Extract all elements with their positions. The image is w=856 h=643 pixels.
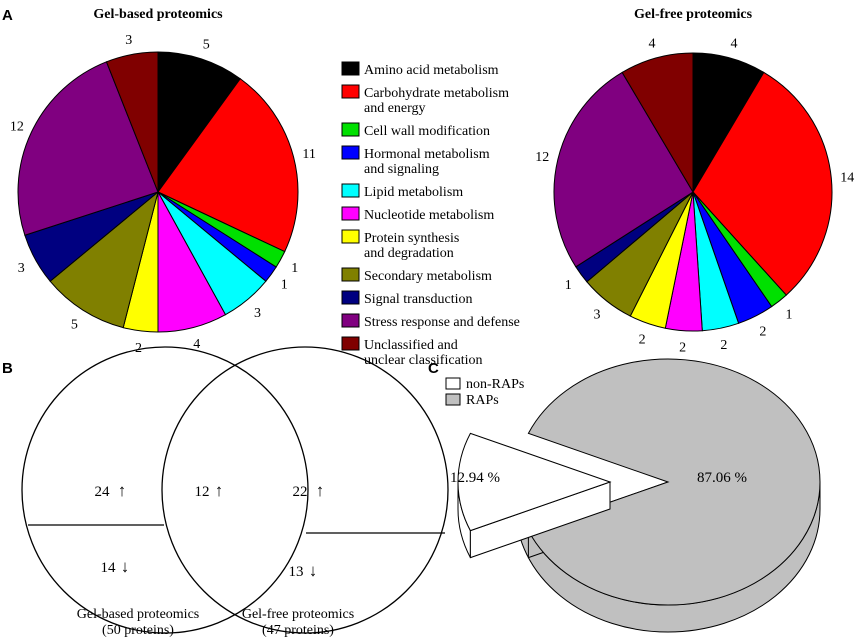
venn-left-up-count: 24 (95, 484, 111, 500)
pie2-label-5: 2 (679, 341, 686, 356)
legend-label-non-raps: non-RAPs (466, 377, 524, 392)
legend-label-5: Nucleotide metabolism (364, 208, 494, 223)
non-raps-slice (457, 432, 612, 532)
legend-swatch-6 (341, 229, 360, 244)
pie2-label-9: 12 (535, 150, 549, 165)
legend-swatch-1 (341, 84, 360, 99)
non-raps-percent: 12.94 % (450, 470, 500, 486)
venn-overlap-up-count: 12 (195, 484, 210, 500)
pie2-slice-9 (553, 71, 694, 268)
pie2-label-8: 1 (565, 278, 572, 293)
legend-label-6-line2: and degradation (364, 246, 454, 261)
legend-swatch-9 (341, 313, 360, 328)
pie1-label-7: 5 (71, 318, 78, 333)
legend-label-3-line2: and signaling (364, 162, 439, 177)
pie1-slice-0 (157, 51, 241, 194)
pie1-label-8: 3 (18, 261, 25, 276)
panel-label-b: B (2, 360, 13, 377)
venn-right-count-label: (47 proteins) (262, 623, 334, 638)
legend-label-10: Unclassified and (364, 338, 458, 353)
pie1-label-10: 3 (125, 33, 132, 48)
pie2-label-7: 3 (593, 308, 600, 323)
legend-swatch-7 (341, 267, 360, 282)
pie1-title: Gel-based proteomics (93, 7, 223, 22)
venn-diagram: 24 ↑ 12 ↑ 22 ↑ 14 ↓ 13 ↓ Gel-based prote… (21, 346, 449, 638)
legend-swatch-3 (341, 145, 360, 160)
pie2-label-10: 4 (649, 37, 656, 52)
legend-label-raps: RAPs (466, 393, 499, 408)
pie1-label-0: 5 (203, 38, 210, 53)
venn-circle-gel-based (21, 346, 309, 634)
venn-right-down-count: 13 (289, 564, 304, 580)
legend-label-1: Carbohydrate metabolism (364, 86, 509, 101)
legend-label-10-line2: unclear classification (364, 353, 483, 368)
pie2-label-6: 2 (639, 332, 646, 347)
pie1-slice-7 (49, 190, 159, 329)
legend-label-6: Protein synthesis (364, 231, 459, 246)
pie2-label-0: 4 (730, 37, 737, 52)
legend-swatch-10 (341, 336, 360, 351)
pie2-slice-1 (692, 71, 833, 296)
panel-label-c: C (428, 360, 439, 377)
legend-label-0: Amino acid metabolism (364, 63, 499, 78)
legend-label-4: Lipid metabolism (364, 185, 463, 200)
pie1-slice-10 (105, 51, 159, 193)
raps-slice (527, 358, 821, 606)
legend-label-1-line2: and energy (364, 101, 426, 116)
legend-label-8: Signal transduction (364, 292, 473, 307)
raps-percent: 87.06 % (697, 470, 747, 486)
legend-label-2: Cell wall modification (364, 124, 490, 139)
venn-circle-gel-free (161, 346, 449, 634)
pie1-label-3: 1 (281, 278, 288, 293)
venn-left-down-arrow: ↓ (121, 557, 130, 576)
venn-right-down-arrow: ↓ (309, 561, 318, 580)
pie1-slice-9 (17, 61, 159, 236)
legend-label-3: Hormonal metabolism (364, 147, 490, 162)
venn-right-name: Gel-free proteomics (242, 607, 354, 622)
legend-label-9: Stress response and defense (364, 315, 520, 330)
venn-left-count-label: (50 proteins) (102, 623, 174, 638)
pie2-label-4: 2 (720, 338, 727, 353)
venn-right-up-arrow: ↑ (316, 481, 325, 500)
venn-left-down-count: 14 (101, 560, 117, 576)
venn-right-up-count: 22 (293, 484, 308, 500)
panel-label-a: A (2, 7, 13, 24)
legend-raps: non-RAPs RAPs (445, 377, 524, 408)
pie1-label-1: 11 (302, 147, 315, 162)
pie1-label-5: 4 (193, 337, 200, 352)
legend-swatch-raps (445, 393, 461, 406)
legend-label-7: Secondary metabolism (364, 269, 492, 284)
pie1-label-9: 12 (10, 120, 24, 135)
legend-swatch-0 (341, 61, 360, 76)
pie1-label-6: 2 (135, 341, 142, 356)
legend-swatch-4 (341, 183, 360, 198)
pie1-label-2: 1 (291, 261, 298, 276)
venn-left-up-arrow: ↑ (118, 481, 127, 500)
legend-swatch-8 (341, 290, 360, 305)
legend-swatch-2 (341, 122, 360, 137)
pie1-label-4: 3 (254, 306, 261, 321)
venn-overlap-up-arrow: ↑ (215, 481, 224, 500)
pie2-label-1: 14 (840, 170, 854, 185)
legend-swatch-5 (341, 206, 360, 221)
venn-left-name: Gel-based proteomics (77, 607, 199, 622)
pie-3d-raps: 12.94 % 87.06 % (450, 358, 821, 633)
legend-functional-categories: Amino acid metabolism Carbohydrate metabo… (341, 61, 520, 368)
pie2-label-2: 1 (786, 308, 793, 323)
pie2-title: Gel-free proteomics (634, 7, 753, 22)
legend-swatch-non-raps (445, 377, 461, 390)
pie2-label-3: 2 (759, 324, 766, 339)
pie2-slice-10 (621, 52, 694, 194)
